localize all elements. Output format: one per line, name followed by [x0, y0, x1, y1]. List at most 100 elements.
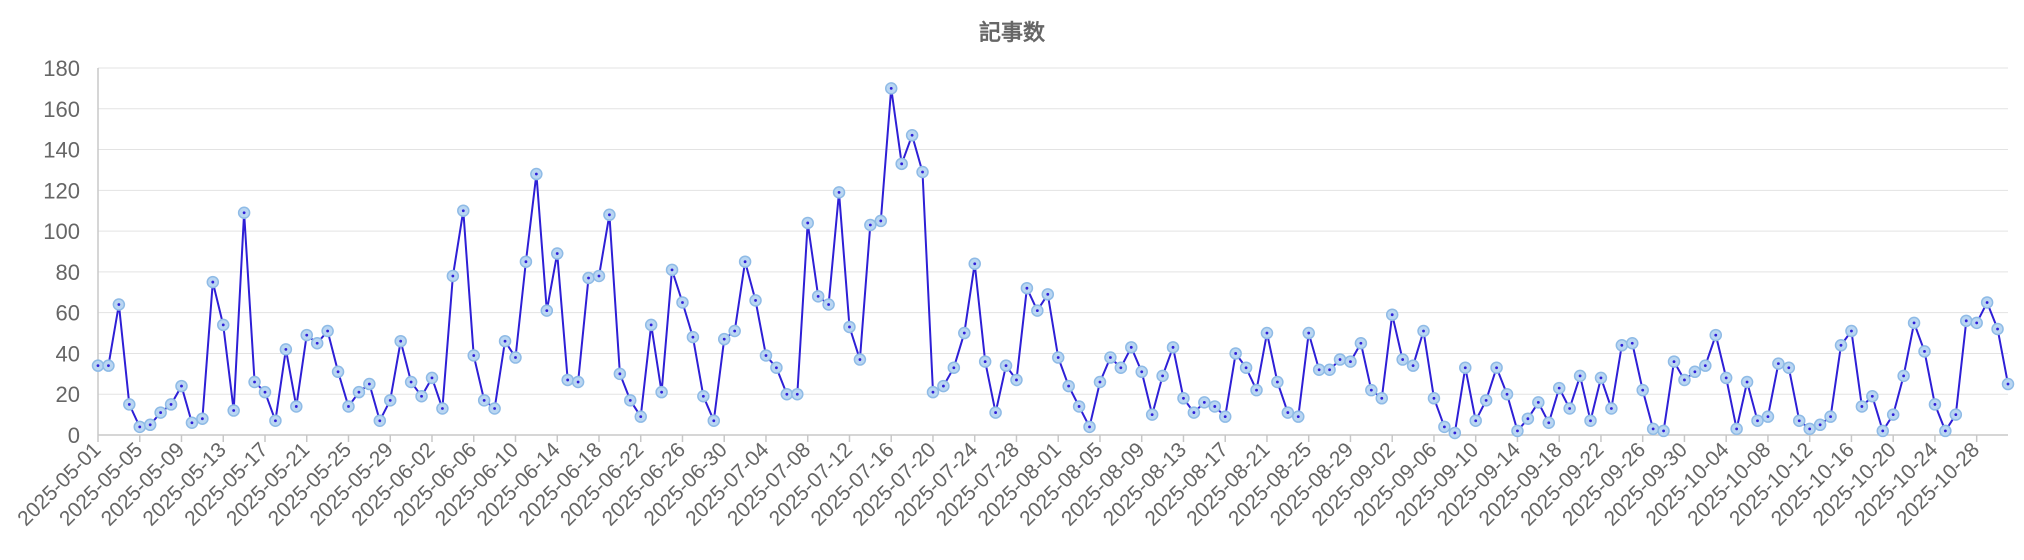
data-point[interactable]: [717, 332, 731, 346]
data-point[interactable]: [1907, 316, 1921, 330]
data-point[interactable]: [665, 263, 679, 277]
data-point[interactable]: [1406, 359, 1420, 372]
data-point[interactable]: [1699, 359, 1712, 372]
data-point[interactable]: [300, 328, 313, 342]
data-point[interactable]: [1062, 379, 1075, 393]
data-point[interactable]: [331, 365, 345, 379]
data-point[interactable]: [154, 406, 167, 419]
data-point[interactable]: [770, 361, 783, 374]
data-point[interactable]: [686, 330, 700, 344]
data-point[interactable]: [540, 304, 554, 317]
data-point[interactable]: [853, 353, 867, 366]
data-point[interactable]: [1782, 361, 1796, 374]
data-point[interactable]: [989, 406, 1002, 419]
data-point[interactable]: [1010, 373, 1023, 387]
data-point[interactable]: [1198, 396, 1211, 409]
data-point[interactable]: [1772, 357, 1785, 370]
data-point[interactable]: [1845, 324, 1858, 338]
data-point[interactable]: [102, 359, 115, 372]
data-point[interactable]: [248, 375, 261, 389]
data-point[interactable]: [1626, 337, 1639, 350]
data-point[interactable]: [1125, 341, 1138, 354]
data-point[interactable]: [216, 318, 230, 332]
data-point[interactable]: [947, 361, 961, 374]
data-point[interactable]: [780, 387, 794, 401]
data-point[interactable]: [1239, 361, 1253, 374]
data-point[interactable]: [383, 394, 397, 407]
data-point[interactable]: [196, 412, 209, 425]
data-point[interactable]: [1751, 414, 1764, 427]
data-point[interactable]: [1573, 369, 1587, 383]
data-point[interactable]: [457, 204, 470, 217]
data-point[interactable]: [999, 359, 1013, 372]
data-point[interactable]: [509, 351, 522, 364]
data-point[interactable]: [143, 418, 157, 432]
data-point[interactable]: [1918, 345, 1931, 358]
data-point[interactable]: [1354, 337, 1368, 350]
data-point[interactable]: [759, 349, 773, 362]
data-point[interactable]: [123, 398, 136, 411]
data-point[interactable]: [613, 367, 627, 381]
data-point[interactable]: [446, 269, 460, 283]
data-point[interactable]: [1605, 402, 1618, 415]
data-point[interactable]: [1667, 355, 1681, 368]
data-point[interactable]: [1928, 398, 1942, 411]
data-point[interactable]: [1459, 361, 1472, 374]
data-point[interactable]: [2001, 377, 2015, 391]
data-point[interactable]: [519, 255, 533, 268]
data-point[interactable]: [832, 186, 846, 199]
data-point[interactable]: [1479, 394, 1493, 407]
data-point[interactable]: [1761, 410, 1775, 423]
data-point[interactable]: [1385, 308, 1399, 321]
data-point[interactable]: [206, 275, 220, 289]
data-point[interactable]: [1302, 326, 1315, 340]
data-point[interactable]: [1218, 410, 1232, 423]
data-point[interactable]: [707, 414, 721, 427]
data-point[interactable]: [874, 214, 888, 228]
data-point[interactable]: [290, 400, 303, 413]
data-point[interactable]: [1542, 416, 1556, 430]
data-point[interactable]: [269, 414, 282, 427]
data-point[interactable]: [1615, 339, 1629, 352]
data-point[interactable]: [175, 379, 188, 393]
data-point[interactable]: [1177, 392, 1190, 405]
data-point[interactable]: [1584, 414, 1597, 427]
data-point[interactable]: [310, 337, 324, 350]
data-point[interactable]: [1469, 414, 1482, 427]
data-point[interactable]: [1156, 369, 1169, 383]
data-point[interactable]: [1166, 341, 1180, 354]
data-point[interactable]: [1511, 424, 1524, 438]
data-point[interactable]: [1438, 420, 1451, 434]
data-point[interactable]: [258, 385, 272, 399]
data-point[interactable]: [1876, 424, 1890, 438]
data-point[interactable]: [321, 324, 334, 338]
data-point[interactable]: [1824, 410, 1837, 423]
data-point[interactable]: [1866, 390, 1879, 403]
data-point[interactable]: [749, 294, 762, 307]
data-point[interactable]: [1333, 353, 1347, 366]
data-point[interactable]: [1448, 426, 1462, 440]
data-point[interactable]: [133, 420, 146, 434]
data-point[interactable]: [1803, 422, 1816, 436]
data-point[interactable]: [1991, 322, 2004, 336]
data-point[interactable]: [352, 385, 366, 399]
data-point[interactable]: [1312, 363, 1326, 377]
data-point[interactable]: [1229, 347, 1242, 360]
data-point[interactable]: [592, 269, 606, 283]
data-point[interactable]: [1114, 361, 1128, 374]
data-point[interactable]: [561, 373, 574, 387]
data-point[interactable]: [1740, 375, 1754, 389]
data-point[interactable]: [477, 394, 491, 407]
data-point[interactable]: [624, 394, 637, 407]
data-point[interactable]: [1417, 324, 1430, 338]
data-point[interactable]: [644, 318, 658, 332]
data-point[interactable]: [498, 334, 512, 348]
data-point[interactable]: [738, 255, 752, 268]
data-point[interactable]: [655, 385, 668, 399]
data-point[interactable]: [1855, 400, 1869, 413]
data-point[interactable]: [843, 320, 856, 334]
data-point[interactable]: [1980, 296, 1994, 309]
data-point[interactable]: [1031, 304, 1044, 317]
data-point[interactable]: [550, 247, 564, 260]
data-point[interactable]: [1020, 281, 1034, 295]
